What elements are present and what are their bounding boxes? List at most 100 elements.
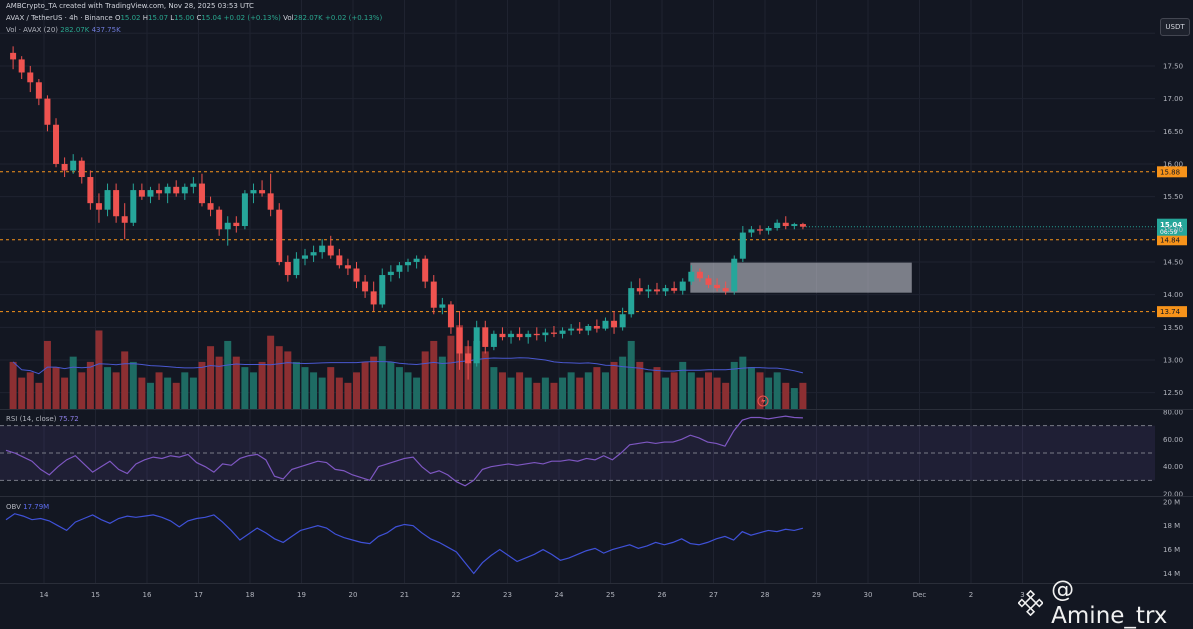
candle-body <box>61 163 68 171</box>
volume-value: 282.07K <box>293 14 323 22</box>
volume-ma-line <box>12 357 804 375</box>
volume-bar <box>533 382 541 409</box>
candle-body <box>482 327 489 347</box>
obv-pane <box>5 513 804 575</box>
candle-body <box>370 291 377 305</box>
candle-body <box>190 183 197 187</box>
rsi-tick-label: 60.00 <box>1163 436 1183 444</box>
volume-bar <box>189 377 197 409</box>
last-price-badge <box>1157 218 1187 236</box>
volume-bar <box>541 377 549 409</box>
candle-body <box>533 333 540 336</box>
candle-body <box>593 326 600 329</box>
candle-body <box>611 320 618 328</box>
price-tick-label: 15.00 <box>1163 226 1183 234</box>
volume-bar <box>790 388 798 409</box>
volume-bar <box>353 372 361 409</box>
candle-body <box>413 258 420 262</box>
obv-tick-label: 18 M <box>1163 522 1180 530</box>
high-label: H <box>142 14 149 22</box>
candle-body <box>198 183 205 204</box>
open-label: O <box>114 14 121 22</box>
candle-body <box>714 284 721 289</box>
chart-credit: AMBCrypto_TA created with TradingView.co… <box>6 2 254 10</box>
rsi-label[interactable]: RSI (14, close) <box>6 415 57 423</box>
volume-bar <box>747 367 755 409</box>
rsi-tick-label: 80.00 <box>1163 409 1183 417</box>
volume-bar <box>730 361 738 409</box>
rsi-legend[interactable]: RSI (14, close) 75.72 <box>6 415 79 423</box>
candle-body <box>696 271 703 279</box>
candle-body <box>705 278 712 285</box>
volume-bar <box>782 382 790 409</box>
ohlc-legend[interactable]: AVAX / TetherUS · 4h · Binance O15.02 H1… <box>6 14 382 22</box>
watermark-text: @ Amine_trx <box>1051 577 1168 629</box>
volume-bar <box>679 361 687 409</box>
volume-bar <box>627 340 635 409</box>
volume-bar <box>490 367 498 409</box>
level-label: 13.74 <box>1160 308 1181 316</box>
volume-bar <box>756 372 764 409</box>
volume-bar <box>43 340 51 409</box>
obv-label[interactable]: OBV <box>6 503 21 511</box>
x-tick-label: 19 <box>297 591 306 599</box>
obv-legend[interactable]: OBV 17.79M <box>6 503 49 511</box>
volume-bar <box>670 372 678 409</box>
close-label: C <box>196 14 202 22</box>
last-price-label: 15.04 <box>1160 221 1182 229</box>
volume-bar <box>739 356 747 409</box>
candle-body <box>276 209 283 262</box>
volume-bar <box>524 377 532 409</box>
candle-body <box>53 124 60 164</box>
volume-bar <box>215 356 223 409</box>
candle-body <box>164 186 171 194</box>
candle-body <box>319 245 326 253</box>
volume-bar <box>507 377 515 409</box>
volume-bar <box>121 351 129 409</box>
currency-badge[interactable]: USDT <box>1160 18 1190 36</box>
candle-body <box>550 332 557 334</box>
volume-bar <box>413 377 421 409</box>
candlestick-series[interactable] <box>10 46 806 380</box>
volume-bar <box>112 372 120 409</box>
pane-dividers[interactable] <box>0 409 1193 584</box>
binance-logo-icon <box>1018 590 1044 616</box>
x-tick-label: 20 <box>349 591 358 599</box>
x-tick-label: 22 <box>452 591 461 599</box>
volume-bar <box>232 356 240 409</box>
candle-body <box>130 190 137 223</box>
candle-body <box>10 52 17 60</box>
level-label-bg <box>1157 306 1187 318</box>
x-tick-label: 26 <box>658 591 667 599</box>
volume-bar <box>207 346 215 409</box>
candle-body <box>739 232 746 259</box>
candle-body <box>344 265 351 269</box>
volume-bar <box>516 372 524 409</box>
volume-bar <box>636 361 644 409</box>
volume-bar <box>344 382 352 409</box>
volume-bar <box>69 356 77 409</box>
volume-legend[interactable]: Vol · AVAX (20) 282.07K 437.75K <box>6 26 121 34</box>
level-label-bg <box>1157 166 1187 178</box>
volume-bar <box>498 372 506 409</box>
x-tick-label: 16 <box>143 591 152 599</box>
volume-bar <box>447 335 455 409</box>
lightning-icon[interactable] <box>757 395 769 407</box>
volume-bar <box>35 382 43 409</box>
candle-body <box>516 333 523 338</box>
volume-bar <box>765 377 773 409</box>
candle-body <box>662 288 669 292</box>
symbol-title[interactable]: AVAX / TetherUS · 4h · Binance <box>6 14 113 22</box>
candle-body <box>18 59 25 73</box>
volume-series-label[interactable]: Vol · AVAX (20) <box>6 26 59 34</box>
volume-bar <box>18 377 26 409</box>
volume-bar <box>86 361 94 409</box>
volume-bar <box>181 372 189 409</box>
obv-tick-label: 20 M <box>1163 498 1180 506</box>
volume-bar <box>550 382 558 409</box>
volume-bar <box>52 367 60 409</box>
candle-body <box>688 271 695 282</box>
rsi-line <box>5 415 803 487</box>
